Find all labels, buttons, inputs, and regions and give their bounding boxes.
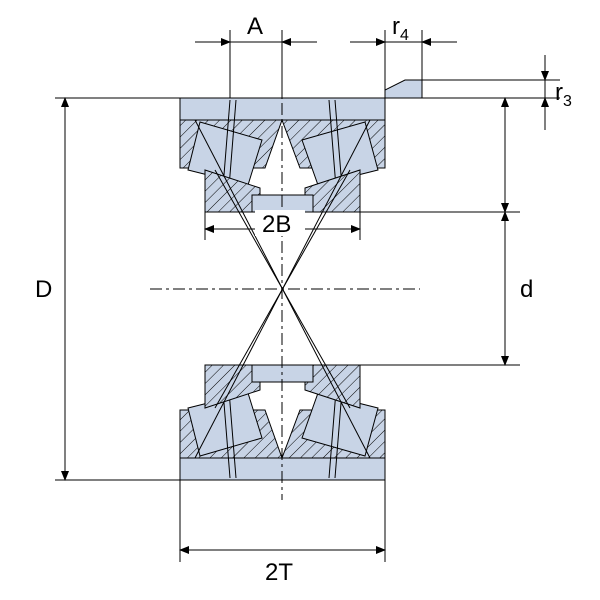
label-r3: r3 (555, 79, 572, 110)
label-A: A (247, 13, 263, 40)
label-2T: 2T (265, 559, 293, 586)
label-r4: r4 (392, 13, 409, 44)
corner-chamfer (385, 80, 422, 98)
label-d: d (520, 276, 533, 303)
label-D: D (35, 276, 52, 303)
label-2B: 2B (262, 211, 291, 238)
bearing-section-diagram: D d 2T 2B A r4 r3 (0, 0, 600, 600)
